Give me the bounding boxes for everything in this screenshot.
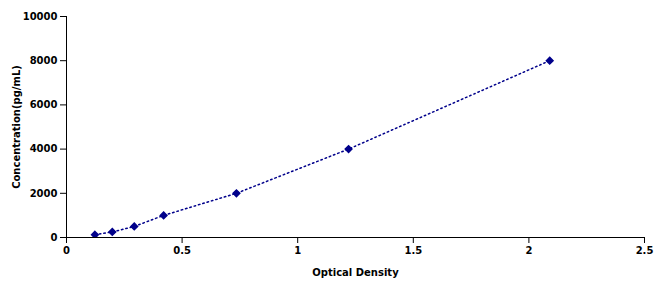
svg-text:8000: 8000 — [30, 55, 58, 66]
svg-text:0: 0 — [51, 232, 58, 243]
svg-text:1.5: 1.5 — [404, 245, 422, 256]
svg-text:10000: 10000 — [23, 11, 58, 22]
svg-text:4000: 4000 — [30, 143, 58, 154]
svg-text:0: 0 — [63, 245, 70, 256]
svg-text:2000: 2000 — [30, 188, 58, 199]
svg-text:Concentration(pg/mL): Concentration(pg/mL) — [11, 65, 22, 189]
svg-text:Optical Density: Optical Density — [312, 267, 399, 278]
svg-text:1: 1 — [294, 245, 301, 256]
svg-text:2.5: 2.5 — [636, 245, 654, 256]
svg-text:6000: 6000 — [30, 99, 58, 110]
svg-text:2: 2 — [525, 245, 532, 256]
svg-text:0.5: 0.5 — [173, 245, 191, 256]
